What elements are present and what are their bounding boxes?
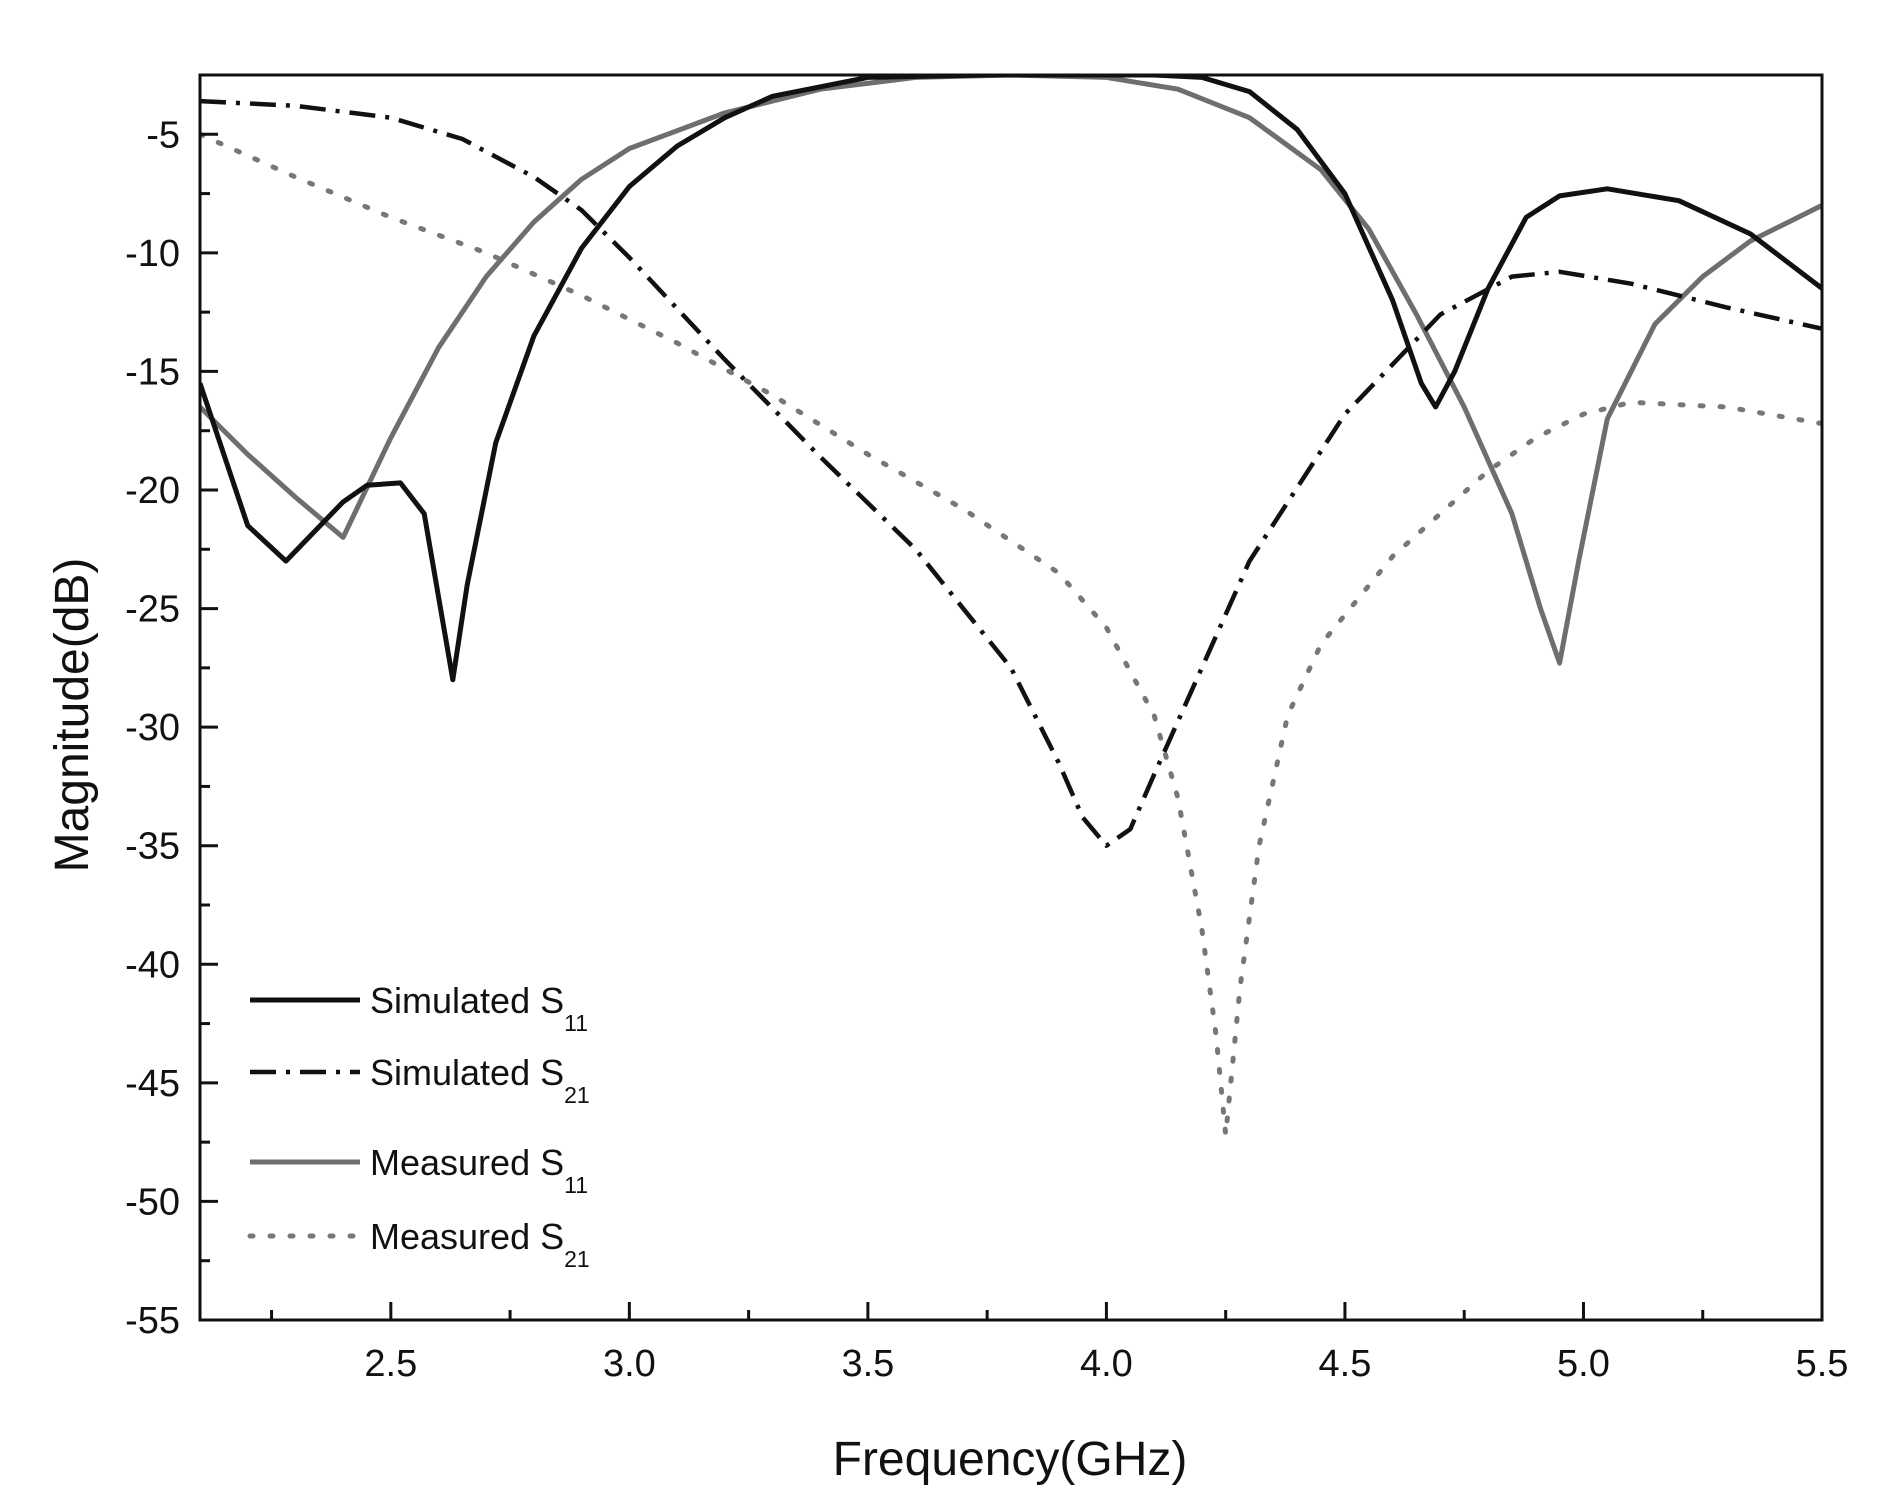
x-tick-label: 5.0 — [1557, 1343, 1610, 1385]
x-tick-label: 3.5 — [841, 1343, 894, 1385]
y-tick-label: -5 — [146, 114, 180, 156]
x-tick-label: 2.5 — [364, 1343, 417, 1385]
legend-label: Measured S21 — [370, 1216, 590, 1272]
series-line-simulated-s21 — [200, 98, 1822, 848]
y-tick-label: -20 — [125, 470, 180, 512]
y-tick-label: -30 — [125, 707, 180, 749]
x-tick-label: 5.5 — [1796, 1343, 1849, 1385]
axis-ticks — [200, 73, 1824, 1322]
y-tick-label: -40 — [125, 944, 180, 986]
legend: Simulated S11 Simulated S21 Measured S11 Me… — [247, 980, 590, 1272]
legend-label: Measured S11 — [370, 1142, 588, 1198]
x-tick-label: 4.0 — [1080, 1343, 1133, 1385]
legend-label: Simulated S11 — [370, 980, 588, 1036]
plot-lines — [200, 75, 1822, 1138]
series-line-simulated-s11 — [200, 75, 1822, 683]
series-line-measured-s11 — [200, 75, 1822, 666]
legend-label: Simulated S21 — [370, 1052, 590, 1108]
y-tick-label: -25 — [125, 589, 180, 631]
x-tick-label: 4.5 — [1319, 1343, 1372, 1385]
y-tick-label: -35 — [125, 826, 180, 868]
y-tick-label: -15 — [125, 351, 180, 393]
plot-frame — [198, 73, 1824, 1322]
x-tick-label: 3.0 — [603, 1343, 656, 1385]
axis-tick-labels: 2.5 3.0 3.5 4.0 4.5 5.0 5.5 -5 -10 -15 -20 -25 -30 -3… — [125, 114, 1848, 1385]
y-tick-label: -10 — [125, 233, 180, 275]
y-axis-title: Magnitude(dB) — [46, 558, 99, 873]
y-tick-label: -45 — [125, 1063, 180, 1105]
x-axis-title: Frequency(GHz) — [833, 1433, 1188, 1486]
y-tick-label: -50 — [125, 1181, 180, 1223]
y-tick-label: -55 — [125, 1300, 180, 1342]
series-line-measured-s21 — [200, 131, 1822, 1138]
